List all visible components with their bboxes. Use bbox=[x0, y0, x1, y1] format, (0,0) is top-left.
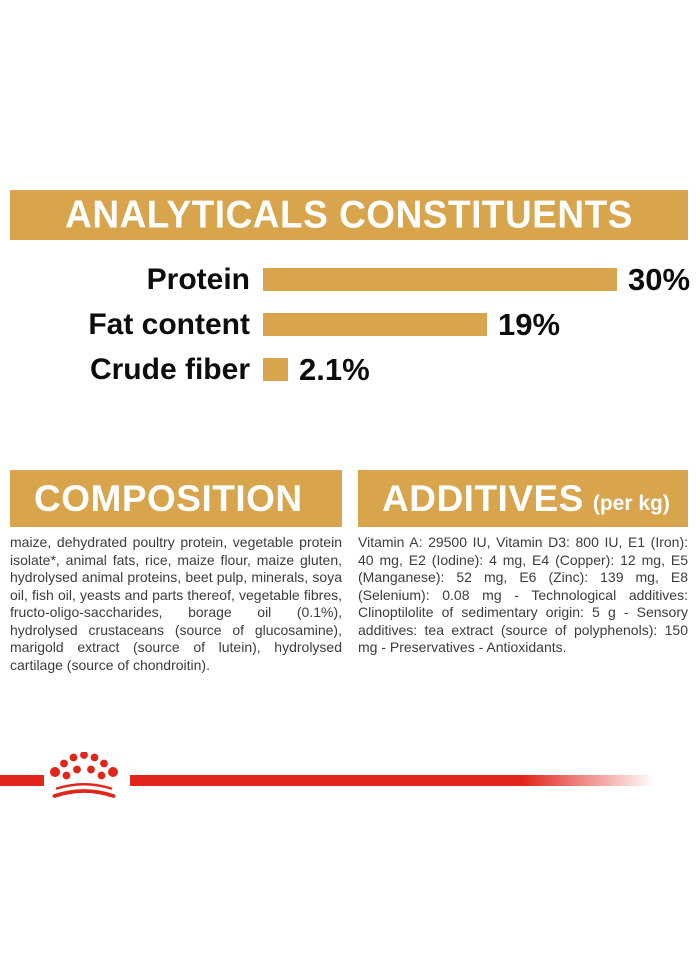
bar bbox=[263, 358, 288, 381]
additives-banner: ADDITIVES (per kg) bbox=[358, 470, 688, 527]
nutrition-bar-chart: Protein 30% Fat content 19% Crude fiber 2.1% bbox=[0, 257, 700, 392]
bar-value: 2.1% bbox=[299, 351, 370, 387]
bar bbox=[263, 313, 487, 336]
divider-line-right bbox=[130, 775, 660, 786]
chart-row: Crude fiber 2.1% bbox=[0, 347, 700, 392]
composition-section: COMPOSITION maize, dehydrated poultry pr… bbox=[10, 470, 342, 674]
chart-row: Fat content 19% bbox=[0, 302, 700, 347]
analyticals-banner: ANALYTICALS CONSTITUENTS bbox=[10, 190, 688, 240]
bar-label: Protein bbox=[146, 262, 250, 296]
additives-section: ADDITIVES (per kg) Vitamin A: 29500 IU, … bbox=[358, 470, 688, 657]
additives-title-suffix: (per kg) bbox=[592, 491, 670, 515]
additives-title: ADDITIVES bbox=[382, 477, 584, 519]
bar-label: Fat content bbox=[88, 307, 250, 341]
composition-banner: COMPOSITION bbox=[10, 470, 342, 527]
analyticals-title: ANALYTICALS CONSTITUENTS bbox=[65, 193, 633, 236]
composition-title: COMPOSITION bbox=[34, 477, 303, 519]
divider-line-left bbox=[0, 775, 44, 786]
bar-label: Crude fiber bbox=[89, 352, 250, 386]
composition-text: maize, dehydrated poultry protein, veget… bbox=[10, 534, 342, 673]
bar bbox=[263, 268, 617, 291]
royal-canin-crown-logo bbox=[50, 752, 118, 798]
chart-row: Protein 30% bbox=[0, 257, 700, 302]
bar-value: 30% bbox=[628, 261, 691, 297]
bar-value: 19% bbox=[498, 306, 561, 342]
additives-text: Vitamin A: 29500 IU, Vitamin D3: 800 IU,… bbox=[358, 534, 688, 655]
